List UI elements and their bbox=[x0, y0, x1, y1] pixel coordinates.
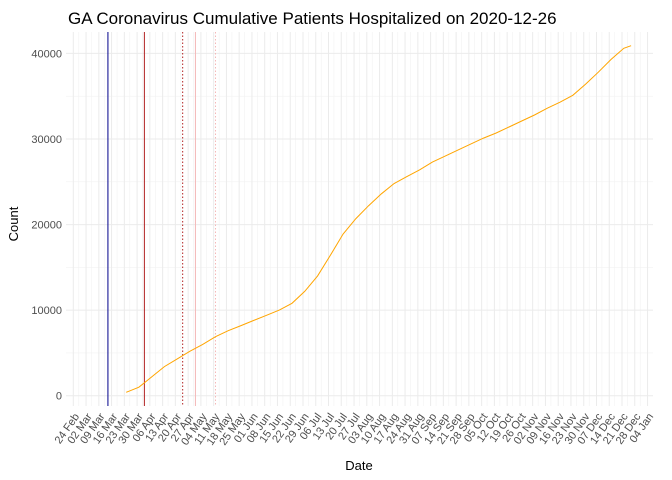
y-tick-label: 10000 bbox=[31, 305, 62, 317]
y-tick-label: 0 bbox=[56, 391, 62, 403]
y-axis-ticks: 0 10000 20000 30000 40000 bbox=[31, 48, 62, 402]
series-line bbox=[126, 45, 632, 393]
y-tick-label: 40000 bbox=[31, 48, 62, 60]
y-tick-label: 20000 bbox=[31, 220, 62, 232]
grid bbox=[66, 32, 653, 406]
x-axis-title: Date bbox=[345, 458, 372, 473]
series-layer bbox=[126, 45, 632, 393]
y-tick-label: 30000 bbox=[31, 134, 62, 146]
reference-lines bbox=[107, 32, 216, 406]
y-axis-title: Count bbox=[6, 206, 21, 241]
chart-title: GA Coronavirus Cumulative Patients Hospi… bbox=[68, 9, 557, 28]
